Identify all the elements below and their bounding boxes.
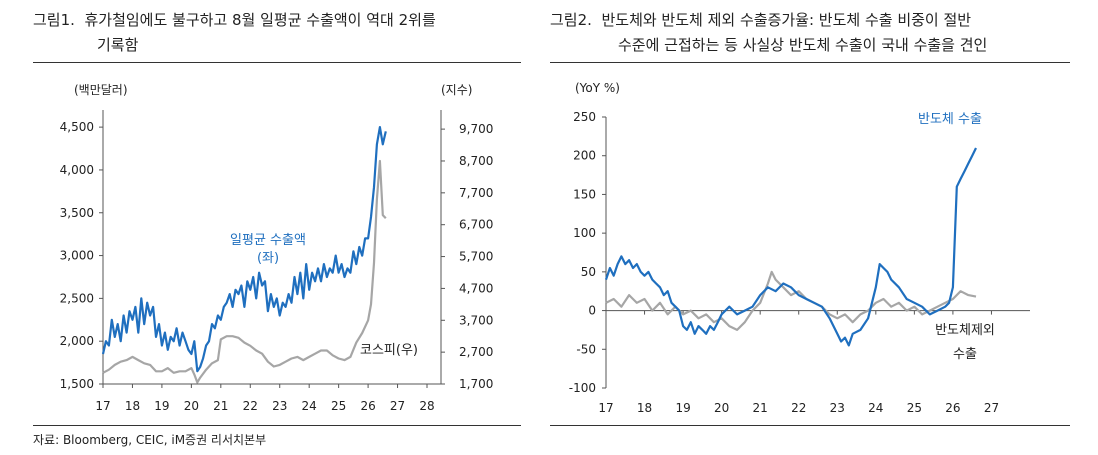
- figure2-title-line2: 수준에 근접하는 등 사실상 반도체 수출이 국내 수출을 견인: [618, 36, 988, 54]
- export-series-sublabel: (좌): [257, 251, 279, 266]
- left-y-tick-label: 4,000: [60, 163, 94, 177]
- figure1-label: 그림1.: [33, 11, 75, 29]
- kospi-series-label: 코스피(우): [360, 343, 418, 358]
- y-tick-label: 100: [573, 226, 596, 240]
- non-semiconductor-series-line: [605, 270, 977, 331]
- x-tick-label: 24: [302, 399, 317, 413]
- y-tick-label: -100: [569, 381, 596, 395]
- x-tick-label: 27: [390, 399, 405, 413]
- right-y-tick-label: 4,700: [459, 281, 493, 295]
- export-series-line: [101, 126, 387, 373]
- x-tick-label: 27: [984, 401, 999, 415]
- x-tick-label: 18: [637, 401, 652, 415]
- figure1-title-rule: [33, 62, 521, 63]
- non-semiconductor-series-sublabel: 수출: [953, 347, 977, 362]
- left-y-tick-label: 3,000: [60, 249, 94, 263]
- right-y-tick-label: 1,700: [459, 377, 493, 391]
- right-y-tick-label: 9,700: [459, 122, 493, 136]
- x-tick-label: 21: [753, 401, 768, 415]
- left-y-tick-label: 4,500: [60, 120, 94, 134]
- left-y-tick-label: 2,500: [60, 291, 94, 305]
- figure1-right-unit: (지수): [441, 83, 473, 97]
- x-tick-label: 22: [243, 399, 258, 413]
- figure1-title-line2: 기록함: [97, 36, 139, 54]
- x-tick-label: 23: [272, 399, 287, 413]
- right-y-tick-label: 6,700: [459, 218, 493, 232]
- figure2-title-line1: 그림2. 반도체와 반도체 제외 수출증가율: 반도체 수출 비중이 절반: [550, 8, 971, 32]
- x-tick-label: 28: [419, 399, 434, 413]
- left-y-tick-label: 2,000: [60, 334, 94, 348]
- y-tick-label: 250: [573, 110, 596, 124]
- x-tick-label: 25: [907, 401, 922, 415]
- right-y-tick-label: 5,700: [459, 250, 493, 264]
- x-tick-label: 24: [868, 401, 883, 415]
- export-series-label: 일평균 수출액: [230, 233, 306, 248]
- x-tick-label: 17: [598, 401, 613, 415]
- y-tick-label: -50: [576, 342, 596, 356]
- kospi-series-line: [102, 159, 387, 384]
- semiconductor-series-line: [604, 147, 977, 347]
- figure1-left-unit: (백만달러): [74, 83, 128, 97]
- x-tick-label: 20: [714, 401, 729, 415]
- right-y-tick-label: 7,700: [459, 186, 493, 200]
- figure1-title-text: 휴가철임에도 불구하고 8월 일평균 수출액이 역대 2위를: [84, 11, 436, 29]
- figure1-title-line1: 그림1. 휴가철임에도 불구하고 8월 일평균 수출액이 역대 2위를: [33, 8, 436, 32]
- x-tick-label: 17: [95, 399, 110, 413]
- y-tick-label: 50: [581, 265, 596, 279]
- x-tick-label: 19: [154, 399, 169, 413]
- x-tick-label: 22: [791, 401, 806, 415]
- right-y-tick-label: 2,700: [459, 345, 493, 359]
- y-tick-label: 0: [588, 304, 596, 318]
- export-kospi-chart: 1,500 2,000 2,500 3,000 3,500 4,000 4,500 1,700…: [60, 110, 493, 413]
- figure2-left-unit: (YoY %): [575, 81, 620, 95]
- left-y-tick-label: 1,500: [60, 377, 94, 391]
- right-y-tick-label: 3,700: [459, 313, 493, 327]
- footer-rule-right: [550, 425, 1070, 426]
- figure2-label: 그림2.: [550, 11, 592, 29]
- semiconductor-growth-chart: -100 -50 0 50 100 150 200 250 17 18 19 20 21 22 23 24 25…: [569, 110, 1030, 415]
- left-y-tick-label: 3,500: [60, 206, 94, 220]
- figure2-title-text: 반도체와 반도체 제외 수출증가율: 반도체 수출 비중이 절반: [601, 11, 972, 29]
- footer-rule-left: [33, 425, 521, 426]
- x-tick-label: 26: [945, 401, 960, 415]
- semiconductor-series-label: 반도체 수출: [918, 112, 982, 127]
- source-note: 자료: Bloomberg, CEIC, iM증권 리서치본부: [33, 433, 267, 447]
- x-tick-label: 23: [830, 401, 845, 415]
- x-tick-label: 18: [125, 399, 140, 413]
- y-tick-label: 200: [573, 149, 596, 163]
- x-tick-label: 19: [675, 401, 690, 415]
- figure2-title-rule: [550, 62, 1070, 63]
- x-tick-label: 20: [184, 399, 199, 413]
- right-y-tick-label: 8,700: [459, 154, 493, 168]
- x-tick-label: 25: [331, 399, 346, 413]
- non-semiconductor-series-label: 반도체제외: [935, 323, 995, 338]
- x-tick-label: 26: [360, 399, 375, 413]
- x-tick-label: 21: [213, 399, 228, 413]
- y-tick-label: 150: [573, 187, 596, 201]
